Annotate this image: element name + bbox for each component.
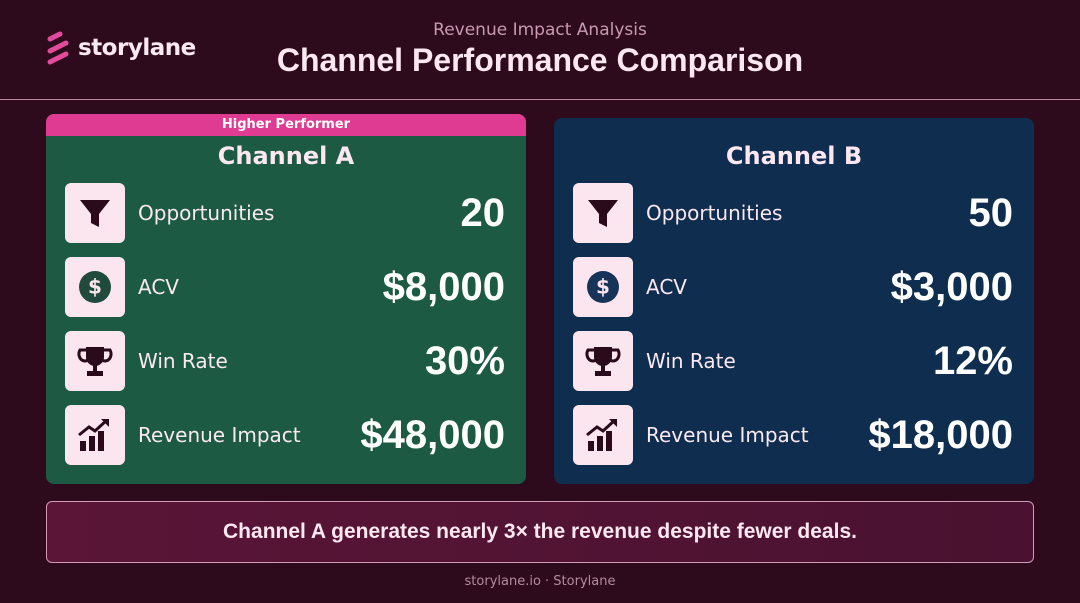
svg-text:$: $ [88, 275, 102, 299]
title: Channel Performance Comparison [276, 42, 804, 78]
metric-row: Revenue Impact $48,000 [65, 405, 505, 465]
metric-label: Opportunities [138, 201, 275, 225]
callout: Channel A generates nearly 3× the revenu… [46, 501, 1034, 563]
metric-row: Opportunities 50 [573, 183, 1013, 243]
svg-text:$: $ [596, 275, 610, 299]
metric-value: $18,000 [868, 413, 1013, 457]
metric-label: Opportunities [646, 201, 783, 225]
subtitle: Revenue Impact Analysis [433, 20, 647, 40]
brand-logo [47, 31, 69, 65]
metric-icon [573, 331, 633, 391]
metric-icon [65, 331, 125, 391]
card-title: Channel A [217, 142, 355, 170]
metric-icon [573, 183, 633, 243]
brand: storylane [46, 30, 196, 66]
metric-row: Opportunities 20 [65, 183, 505, 243]
metric-value: 50 [968, 191, 1014, 235]
metric-label: Win Rate [138, 349, 228, 373]
metric-value: $8,000 [382, 265, 505, 309]
metric-value: $48,000 [360, 413, 505, 457]
channel-card: Higher Performer Channel A Opportunities 20… [46, 114, 526, 484]
icon-graphic [78, 418, 109, 451]
metric-value: $3,000 [890, 265, 1013, 309]
card-title: Channel B [725, 142, 863, 170]
metric-row: $ ACV $3,000 [573, 257, 1013, 317]
icon-graphic [588, 200, 618, 227]
icon-graphic [586, 418, 617, 451]
divider [0, 99, 1080, 100]
channel-card: Channel B Opportunities 50 $ ACV $3,000 Win Ra… [554, 118, 1034, 484]
metric-label: Win Rate [646, 349, 736, 373]
metric-label: Revenue Impact [138, 423, 301, 447]
metric-value: 30% [424, 339, 505, 383]
metric-value: 12% [932, 339, 1013, 383]
metric-label: ACV [646, 275, 687, 299]
icon-graphic: $ [79, 271, 111, 303]
metric-value: 20 [460, 191, 506, 235]
metric-icon [573, 405, 633, 465]
metric-row: $ ACV $8,000 [65, 257, 505, 317]
metric-icon [65, 183, 125, 243]
metric-icon: $ [573, 257, 633, 317]
metric-label: ACV [138, 275, 179, 299]
metric-label: Revenue Impact [646, 423, 809, 447]
metric-row: Win Rate 30% [65, 331, 505, 391]
icon-graphic [585, 347, 621, 376]
icon-graphic [77, 347, 113, 376]
metric-row: Revenue Impact $18,000 [573, 405, 1013, 465]
brand-name: storylane [78, 35, 196, 61]
icon-graphic: $ [587, 271, 619, 303]
badge: Higher Performer [46, 114, 526, 136]
icon-graphic [80, 200, 110, 227]
metric-icon [65, 405, 125, 465]
metric-row: Win Rate 12% [573, 331, 1013, 391]
metric-icon: $ [65, 257, 125, 317]
footer: storylane.io · Storylane [464, 574, 616, 589]
